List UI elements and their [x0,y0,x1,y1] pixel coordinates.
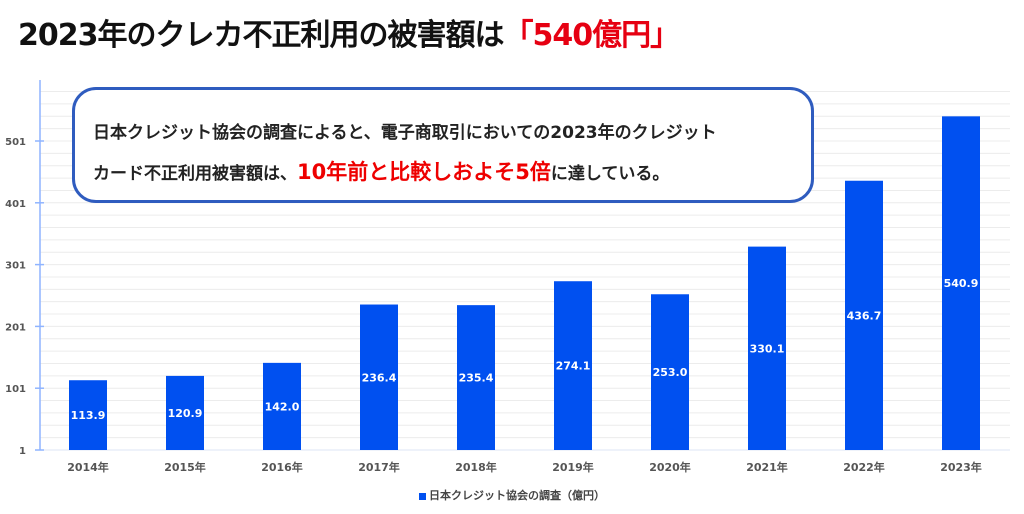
x-tick-label: 2023年 [940,460,982,474]
callout-line-2: カード不正利用被害額は、10年前と比較しおよそ5倍に達している。 [93,156,669,186]
title-highlight: 「540億円」 [503,18,681,53]
bar [554,281,592,450]
data-label: 236.4 [362,371,397,384]
x-tick-label: 2019年 [552,460,594,474]
bar [166,375,204,450]
bar [942,116,980,450]
data-label: 436.7 [847,309,882,322]
x-tick-label: 2015年 [164,460,206,474]
y-tick-label: 501 [5,137,26,148]
data-label: 540.9 [944,277,979,290]
x-tick-label: 2022年 [843,460,885,474]
bar [845,180,883,450]
bar [457,305,495,450]
legend-label: 日本クレジット協会の調査（億円） [429,489,605,502]
data-label: 142.0 [265,400,300,413]
data-label: 113.9 [71,409,106,422]
bar [69,380,107,450]
callout-highlight: 10年前と比較しおよそ5倍 [297,160,551,184]
x-tick-label: 2020年 [649,460,691,474]
data-label: 120.9 [168,407,203,420]
x-tick-label: 2018年 [455,460,497,474]
callout-line-1: 日本クレジット協会の調査によると、電子商取引においての2023年のクレジット [93,123,717,143]
callout-text: カード不正利用被害額は、 [93,164,297,184]
data-label: 330.1 [750,342,785,355]
legend: 日本クレジット協会の調査（億円） [0,487,1024,503]
bar [651,294,689,450]
legend-swatch [419,492,426,500]
x-tick-label: 2016年 [261,460,303,474]
y-tick-label: 301 [5,261,26,272]
y-tick-label: 1 [19,446,26,457]
bar [360,304,398,450]
x-tick-label: 2014年 [67,460,109,474]
callout-text-suffix: に達している。 [550,164,670,184]
bar [748,246,786,450]
y-tick-label: 401 [5,199,26,210]
bar [263,362,301,450]
callout-box: 日本クレジット協会の調査によると、電子商取引においての2023年のクレジット カ… [72,87,814,203]
x-tick-label: 2021年 [746,460,788,474]
page-title: 2023年のクレカ不正利用の被害額は「540億円」 [18,10,681,54]
data-label: 253.0 [653,366,688,379]
data-label: 235.4 [459,372,494,385]
y-tick-label: 201 [5,322,26,333]
data-label: 274.1 [556,360,591,373]
y-tick-label: 101 [5,384,26,395]
x-tick-label: 2017年 [358,460,400,474]
title-text: 2023年のクレカ不正利用の被害額は [18,18,504,53]
